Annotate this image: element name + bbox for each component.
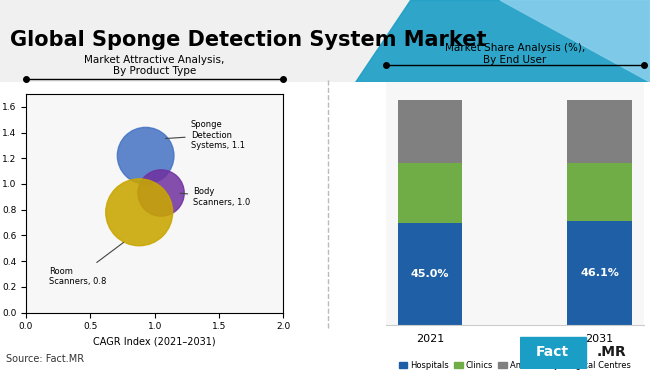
Bar [567,221,632,325]
Text: 46.1%: 46.1% [580,268,619,278]
Polygon shape [500,0,650,82]
X-axis label: CAGR Index (2021–2031): CAGR Index (2021–2031) [94,337,216,347]
Title: Market Share Analysis (%),
By End User: Market Share Analysis (%), By End User [445,43,585,65]
Text: 45.0%: 45.0% [411,269,449,279]
Bar [567,100,632,163]
Text: Room
Scanners, 0.8: Room Scanners, 0.8 [49,242,124,286]
Circle shape [106,179,173,246]
Polygon shape [355,0,650,82]
Text: Fact: Fact [536,345,569,360]
Bar [567,163,632,221]
Bar [398,100,462,163]
Bar [398,163,462,223]
Text: .MR: .MR [597,345,626,360]
Text: Global Sponge Detection System Market: Global Sponge Detection System Market [10,30,486,50]
Circle shape [138,170,184,216]
Text: Source: Fact.MR: Source: Fact.MR [6,354,84,364]
Bar [398,223,462,325]
Legend: Hospitals, Clinics, Ambulatory Surgical Centres: Hospitals, Clinics, Ambulatory Surgical … [395,358,634,373]
Circle shape [118,128,174,184]
Title: Market Attractive Analysis,
By Product Type: Market Attractive Analysis, By Product T… [84,55,225,76]
Text: Body
Scanners, 1.0: Body Scanners, 1.0 [180,187,250,207]
Bar [520,337,586,368]
Text: Sponge
Detection
Systems, 1.1: Sponge Detection Systems, 1.1 [165,120,244,150]
